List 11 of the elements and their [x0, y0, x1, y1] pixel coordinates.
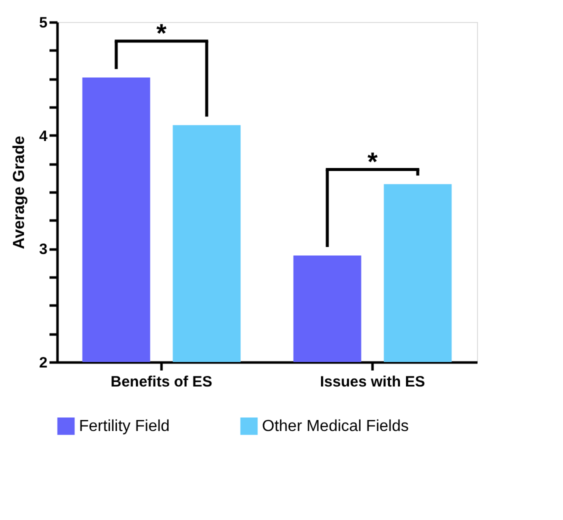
annotation: * [367, 146, 378, 176]
y-axis-title: Average Grade [11, 136, 28, 250]
y-tick-label: 4 [39, 128, 48, 145]
x-tick-label: Benefits of ES [110, 374, 212, 390]
legend-label: Fertility Field [79, 418, 170, 436]
y-tick-label: 5 [39, 14, 48, 32]
x-tick-label: Issues with ES [320, 374, 426, 390]
annotation: * [156, 18, 168, 48]
y-tick-label: 3 [39, 241, 48, 258]
legend-label: Other Medical Fields [262, 418, 409, 436]
y-tick-label: 2 [39, 354, 48, 372]
